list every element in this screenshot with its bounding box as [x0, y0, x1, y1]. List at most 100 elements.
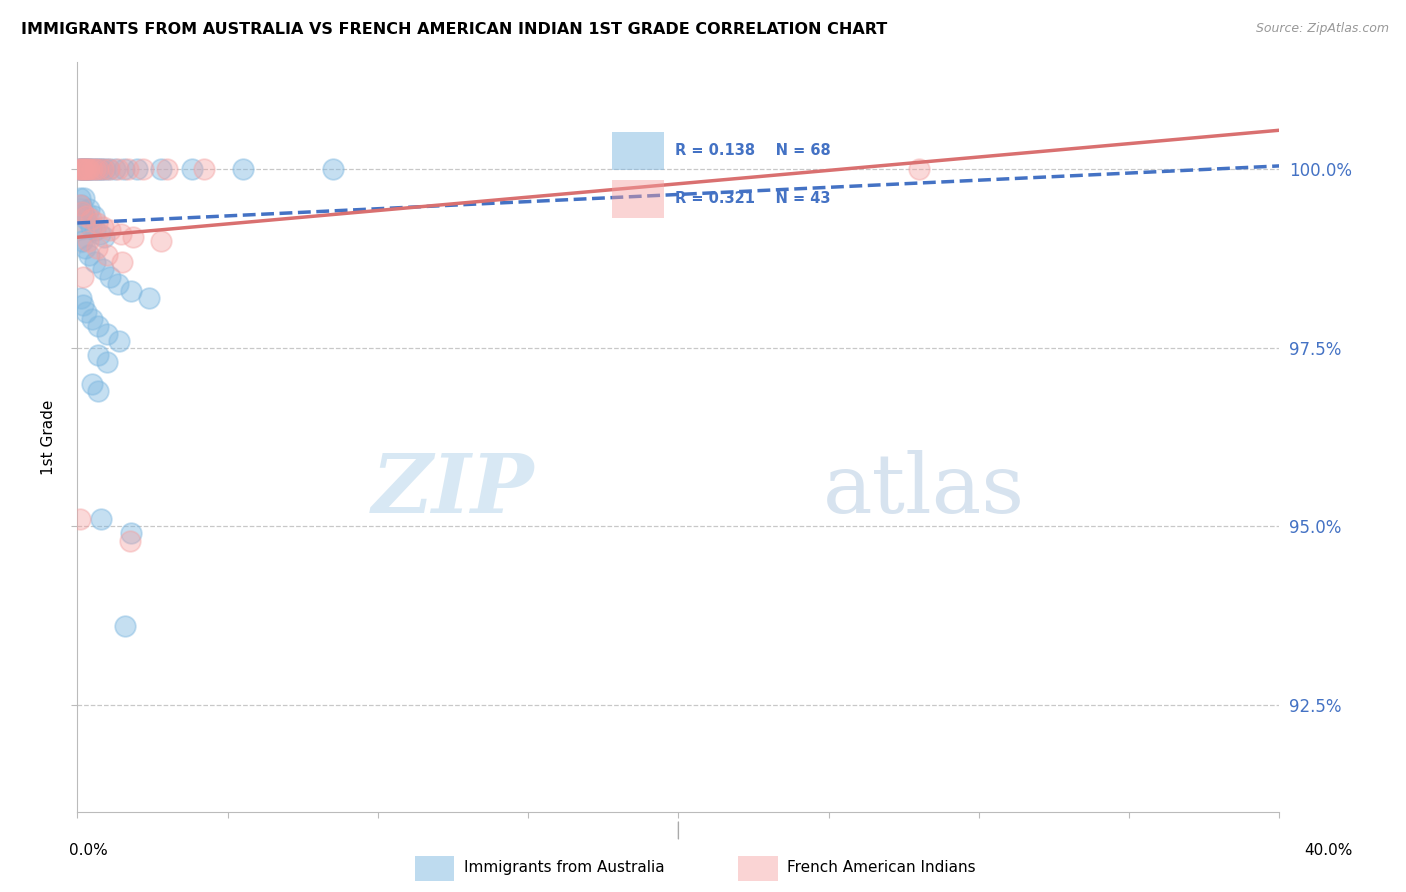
- Text: 0.0%: 0.0%: [69, 843, 108, 858]
- Point: [117, 162, 139, 177]
- Point: [69, 198, 91, 212]
- Point: [127, 162, 149, 177]
- Point: [75, 162, 97, 177]
- Point: [322, 162, 344, 177]
- Point: [118, 533, 141, 548]
- Y-axis label: 1st Grade: 1st Grade: [41, 400, 56, 475]
- Point: [69, 162, 91, 177]
- Point: [107, 277, 129, 291]
- Point: [75, 162, 97, 177]
- Point: [180, 162, 202, 177]
- Point: [87, 162, 110, 177]
- Point: [104, 162, 127, 177]
- Point: [122, 230, 145, 244]
- Point: [97, 162, 120, 177]
- Point: [84, 162, 107, 177]
- Point: [70, 234, 93, 248]
- Point: [89, 227, 111, 241]
- Point: [150, 234, 173, 248]
- Point: [120, 526, 142, 541]
- Point: [150, 162, 173, 177]
- Point: [77, 162, 100, 177]
- Text: IMMIGRANTS FROM AUSTRALIA VS FRENCH AMERICAN INDIAN 1ST GRADE CORRELATION CHART: IMMIGRANTS FROM AUSTRALIA VS FRENCH AMER…: [21, 22, 887, 37]
- Point: [82, 312, 104, 326]
- Point: [82, 162, 104, 177]
- Point: [73, 241, 96, 255]
- Point: [76, 234, 98, 248]
- Point: [70, 162, 93, 177]
- Point: [73, 162, 96, 177]
- Point: [87, 384, 110, 398]
- Point: [69, 162, 91, 177]
- Point: [908, 162, 931, 177]
- Point: [110, 227, 132, 241]
- Point: [79, 248, 101, 262]
- Point: [96, 326, 118, 341]
- Point: [67, 162, 90, 177]
- Point: [76, 162, 98, 177]
- Point: [84, 223, 107, 237]
- Text: French American Indians: French American Indians: [787, 860, 976, 874]
- Point: [82, 376, 104, 391]
- Point: [72, 162, 94, 177]
- Point: [72, 269, 94, 284]
- Point: [72, 298, 94, 312]
- Point: [91, 219, 114, 234]
- Point: [193, 162, 215, 177]
- Point: [94, 162, 117, 177]
- Text: Source: ZipAtlas.com: Source: ZipAtlas.com: [1256, 22, 1389, 36]
- Text: atlas: atlas: [823, 450, 1025, 530]
- Point: [70, 198, 93, 212]
- Point: [66, 227, 89, 241]
- Point: [73, 191, 96, 205]
- Point: [132, 162, 155, 177]
- Point: [73, 162, 96, 177]
- Point: [79, 162, 101, 177]
- Point: [80, 212, 103, 227]
- Point: [76, 162, 98, 177]
- Point: [73, 162, 96, 177]
- Point: [66, 227, 89, 241]
- Point: [84, 162, 107, 177]
- Text: 40.0%: 40.0%: [1305, 843, 1353, 858]
- Point: [75, 305, 97, 319]
- Text: ZIP: ZIP: [371, 450, 534, 530]
- Point: [80, 219, 103, 234]
- Point: [83, 209, 105, 223]
- Point: [66, 212, 89, 227]
- Point: [75, 209, 97, 223]
- Point: [111, 255, 134, 269]
- Point: [66, 212, 89, 227]
- Point: [87, 162, 110, 177]
- Point: [80, 162, 103, 177]
- Point: [114, 619, 136, 633]
- Point: [93, 230, 115, 244]
- Point: [76, 162, 98, 177]
- Point: [96, 355, 118, 369]
- Text: Immigrants from Australia: Immigrants from Australia: [464, 860, 665, 874]
- Point: [86, 241, 108, 255]
- Point: [91, 162, 114, 177]
- Point: [156, 162, 179, 177]
- Point: [72, 205, 94, 219]
- Point: [70, 162, 93, 177]
- Point: [75, 212, 97, 227]
- Point: [86, 216, 108, 230]
- Point: [96, 248, 118, 262]
- Point: [70, 291, 93, 305]
- Point: [107, 162, 129, 177]
- Point: [83, 162, 105, 177]
- Point: [90, 512, 112, 526]
- Point: [69, 191, 91, 205]
- Point: [72, 162, 94, 177]
- Point: [70, 162, 93, 177]
- Point: [79, 162, 101, 177]
- Point: [87, 319, 110, 334]
- Point: [84, 255, 107, 269]
- Point: [91, 162, 114, 177]
- Point: [89, 162, 111, 177]
- Point: [120, 284, 142, 298]
- Point: [108, 334, 131, 348]
- Point: [112, 162, 135, 177]
- Point: [100, 223, 122, 237]
